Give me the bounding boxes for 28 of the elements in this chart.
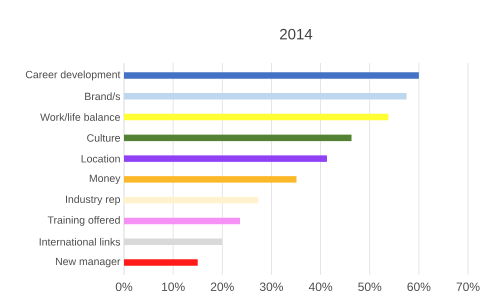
x-tick-label: 20% <box>210 282 234 292</box>
bar <box>124 218 240 224</box>
y-tick-label: International links <box>40 238 120 246</box>
chart-title: 2014 <box>280 28 312 40</box>
x-tick-label: 0% <box>116 282 132 292</box>
bar <box>124 259 198 266</box>
y-tick-label: New manager <box>56 258 120 268</box>
x-tick-label: 40% <box>308 282 332 292</box>
bar <box>124 196 258 204</box>
y-tick-label: Location <box>82 154 120 162</box>
x-tick-label: 10% <box>162 282 185 292</box>
y-tick-label: Work/life balance <box>40 113 120 121</box>
y-tick-label: Culture <box>87 134 120 142</box>
bar <box>124 134 352 142</box>
y-tick-label: Money <box>90 174 120 184</box>
x-tick-label: 30% <box>260 282 284 292</box>
bar <box>124 93 407 100</box>
x-tick-label: 70% <box>456 282 480 292</box>
bar <box>124 155 327 162</box>
y-tick-label: Industry rep <box>66 195 120 206</box>
y-tick-label: Training offered <box>48 216 120 226</box>
x-tick-label: 50% <box>358 282 382 292</box>
bar <box>124 176 296 183</box>
y-tick-label: Career development <box>26 70 120 80</box>
y-tick-label: Brand/s <box>85 92 120 100</box>
x-tick-label: 60% <box>407 282 430 292</box>
bar <box>124 72 419 79</box>
bar <box>124 114 388 120</box>
